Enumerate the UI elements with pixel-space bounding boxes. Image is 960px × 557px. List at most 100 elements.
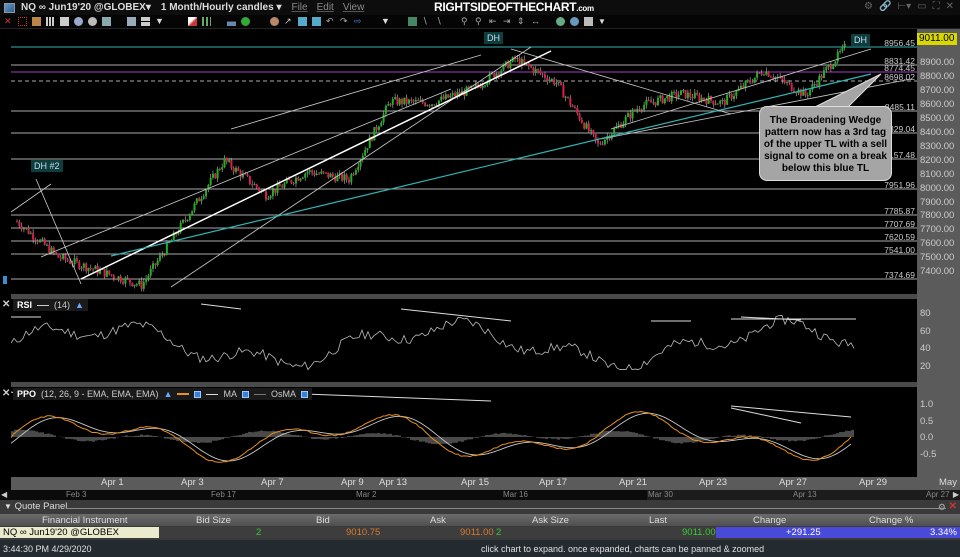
ppo-pane[interactable]: PPO (12, 26, 9 - EMA, EMA, EMA) ▲ MA OsM…: [10, 387, 917, 474]
ma-checkbox[interactable]: [241, 390, 249, 398]
menu-file[interactable]: File: [291, 2, 308, 13]
col-change-pct[interactable]: Change %: [869, 515, 914, 526]
osma-checkbox[interactable]: [301, 390, 308, 398]
pane-separator[interactable]: [11, 294, 917, 299]
undo-icon[interactable]: ↶: [326, 16, 334, 26]
rsi-chart[interactable]: [10, 299, 917, 382]
line-icon[interactable]: ∖: [422, 16, 428, 26]
menu-edit[interactable]: Edit: [316, 2, 334, 13]
overview-scrollbar[interactable]: ◀ ▶ Feb 3 Feb 17 Mar 2 Mar 16 Mar 30 Apr 13 Ap…: [0, 490, 960, 500]
grid-icon[interactable]: [46, 17, 55, 26]
pin-icon[interactable]: ⊢▾: [897, 1, 912, 12]
zoom-out-icon[interactable]: ⚲: [475, 16, 482, 26]
arrow-icon[interactable]: ↗: [284, 16, 292, 26]
overview-tick: Mar 16: [503, 490, 528, 499]
chart-area[interactable]: 8956.45 8831.42 8774.45 8698.02 8485.11 8329.…: [10, 29, 917, 477]
overview-selection[interactable]: [0, 490, 647, 500]
forward-icon[interactable]: ⇨: [354, 16, 362, 26]
dropdown2-icon[interactable]: ▼: [381, 16, 390, 26]
crosshair-icon[interactable]: [18, 17, 27, 26]
rsi-tick: 60: [920, 325, 931, 337]
area-icon[interactable]: [227, 17, 236, 26]
svg-text:7951.96: 7951.96: [884, 180, 915, 190]
time-axis[interactable]: Apr 1 Apr 3 Apr 7 Apr 9 Apr 13 Apr 15 Apr 17 Ap…: [11, 477, 960, 499]
pan-right-icon[interactable]: ⇥: [503, 16, 511, 26]
pan-left-icon[interactable]: ⇤: [489, 16, 497, 26]
menu-view[interactable]: View: [342, 2, 365, 13]
col-bid-size[interactable]: Bid Size: [196, 515, 231, 526]
dropdown-icon[interactable]: ▼: [155, 16, 164, 26]
pane-separator[interactable]: [11, 382, 917, 387]
cursor-icon[interactable]: [32, 17, 41, 26]
ppo-settings-icon[interactable]: ▲: [163, 389, 173, 399]
price-axis[interactable]: 9011.00 8900.00 8800.00 8700.00 8600.00 8500…: [917, 29, 960, 477]
quote-settings-icon[interactable]: ⚙: [937, 502, 946, 512]
ppo-tick: 0.0: [920, 432, 934, 443]
ppo-chart[interactable]: [10, 387, 917, 474]
link-icon[interactable]: 🔗: [878, 1, 892, 12]
col-ask[interactable]: Ask: [430, 515, 446, 526]
redo-icon[interactable]: ↷: [340, 16, 348, 26]
compress-icon[interactable]: ⇕: [517, 16, 525, 26]
print-icon[interactable]: [60, 17, 69, 26]
settings-icon[interactable]: ⚙: [864, 1, 873, 12]
rsi-close-icon[interactable]: ✕: [2, 299, 11, 310]
quote-panel-title[interactable]: ▼ Quote Panel: [4, 501, 67, 512]
maximize-icon[interactable]: ⛶: [932, 1, 940, 12]
layout-icon[interactable]: [127, 17, 136, 26]
refresh-globe-icon[interactable]: [74, 17, 83, 26]
price-tick: 7600.00: [920, 238, 955, 250]
scroll-right-icon[interactable]: ▶: [952, 490, 959, 499]
text2-icon[interactable]: [312, 17, 321, 26]
col-bid[interactable]: Bid: [316, 515, 330, 526]
price-pane[interactable]: 8956.45 8831.42 8774.45 8698.02 8485.11 8329.…: [10, 29, 917, 294]
pencil-icon[interactable]: [188, 17, 197, 26]
svg-text:8157.48: 8157.48: [884, 150, 915, 160]
circle-icon[interactable]: [88, 17, 97, 26]
title-bar: NQ ∞ Jun19'20 @GLOBEX▾ 1 Month/Hourly ca…: [0, 0, 960, 15]
col-last[interactable]: Last: [649, 515, 667, 526]
fib-icon[interactable]: ∖: [436, 16, 442, 26]
draw-icon[interactable]: [408, 17, 417, 26]
palette-icon[interactable]: [556, 17, 565, 26]
close-icon[interactable]: ✕: [945, 1, 954, 12]
rsi-settings-icon[interactable]: ▲: [75, 300, 84, 310]
bars-icon[interactable]: [202, 17, 211, 26]
close-x-icon[interactable]: ✕: [4, 16, 12, 26]
expand-icon[interactable]: ↔: [531, 16, 540, 26]
col-instrument[interactable]: Financial Instrument: [42, 515, 128, 526]
cell-bid-size: 2: [256, 527, 262, 538]
scroll-left-icon[interactable]: ◀: [1, 490, 8, 499]
ppo-close-icon[interactable]: ✕: [2, 388, 11, 399]
cell-instrument[interactable]: NQ ∞ Jun19'20 @GLOBEX: [0, 527, 159, 538]
price-tick: 8000.00: [920, 182, 955, 194]
target-icon[interactable]: [270, 17, 279, 26]
minimize-icon[interactable]: ▭: [917, 1, 927, 12]
col-change[interactable]: Change: [753, 515, 787, 526]
quote-panel-title-text: Quote Panel: [14, 501, 68, 512]
col-ask-size[interactable]: Ask Size: [532, 515, 569, 526]
svg-text:8698.02: 8698.02: [884, 72, 915, 82]
dropdown3-icon[interactable]: ▼: [598, 17, 606, 26]
image-icon[interactable]: [102, 17, 111, 26]
grid2-icon[interactable]: [141, 17, 150, 26]
rsi-pane[interactable]: RSI (14) ▲: [10, 299, 917, 382]
text-icon[interactable]: [298, 17, 307, 26]
collapse-icon[interactable]: ▼: [4, 502, 12, 511]
zoom-in-icon[interactable]: ⚲: [461, 16, 468, 26]
ppo-checkbox[interactable]: [194, 390, 202, 398]
overview-tick: Mar 2: [356, 490, 377, 499]
period-selector[interactable]: 1 Month/Hourly candles ▾: [160, 2, 282, 13]
symbol-selector[interactable]: NQ ∞ Jun19'20 @GLOBEX▾: [21, 2, 151, 13]
quote-row[interactable]: NQ ∞ Jun19'20 @GLOBEX 2 9010.75 9011.00 …: [0, 527, 960, 538]
wrench-icon[interactable]: [584, 17, 593, 26]
quote-close-icon[interactable]: ✕: [948, 501, 957, 512]
globe-icon[interactable]: [241, 17, 250, 26]
price-tick: 7800.00: [920, 210, 955, 222]
sync-icon[interactable]: [570, 17, 579, 26]
ppo-tick: 0.5: [920, 415, 934, 427]
scroll-marker-icon[interactable]: [3, 276, 7, 284]
svg-text:7374.69: 7374.69: [884, 270, 915, 280]
overview-tick: Feb 3: [66, 490, 87, 499]
